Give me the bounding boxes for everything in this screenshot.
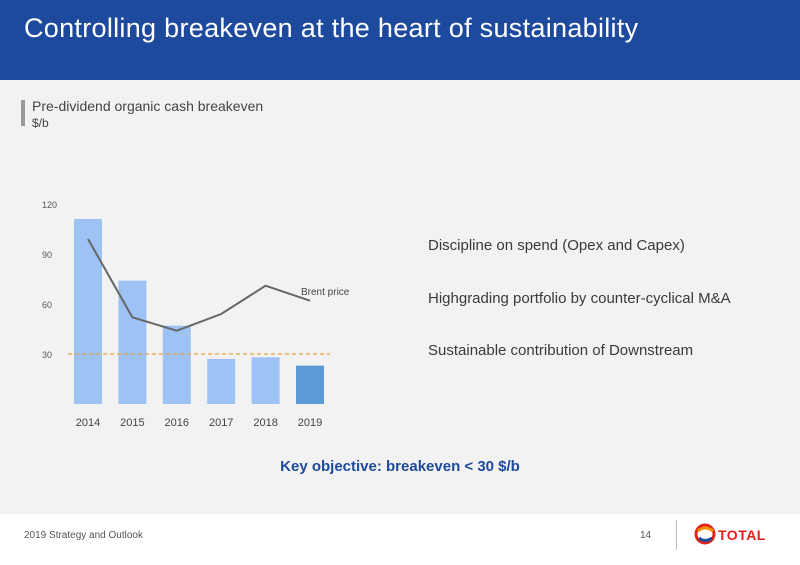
header-banner: Controlling breakeven at the heart of su… — [0, 0, 800, 80]
bullet-downstream-contribution: Sustainable contribution of Downstream — [428, 342, 694, 359]
bar-2018 — [251, 357, 280, 404]
y-tick-label: 90 — [42, 250, 52, 260]
bullet-spend-discipline: Discipline on spend (Opex and Capex) — [428, 237, 685, 254]
series-line-brent-price — [87, 238, 311, 332]
bar-2017 — [207, 359, 236, 404]
bar-2016 — [162, 325, 191, 404]
y-tick-label: 60 — [42, 300, 52, 310]
footer-divider — [676, 520, 677, 550]
x-tick-label: 2019 — [298, 417, 322, 429]
x-tick-label: 2014 — [76, 417, 100, 429]
logo-text: TOTAL — [718, 527, 766, 543]
chart-unit: $/b — [32, 116, 49, 130]
total-logo-icon — [694, 523, 716, 545]
bar-2019 — [296, 365, 324, 404]
x-tick-label: 2017 — [209, 417, 233, 429]
x-tick-label: 2015 — [120, 417, 144, 429]
page-number: 14 — [640, 530, 652, 541]
chart-title: Pre-dividend organic cash breakeven — [32, 98, 264, 114]
y-tick-label: 30 — [42, 350, 52, 360]
series-label-brent-price: Brent price — [301, 287, 350, 298]
slide-title: Controlling breakeven at the heart of su… — [24, 13, 639, 43]
bar-2014 — [74, 219, 102, 404]
key-objective: Key objective: breakeven < 30 $/b — [280, 458, 520, 475]
title-accent-bar — [21, 100, 25, 126]
footer-text: 2019 Strategy and Outlook — [24, 530, 143, 541]
bullet-portfolio-highgrading: Highgrading portfolio by counter-cyclica… — [428, 290, 731, 307]
x-tick-label: 2018 — [253, 417, 277, 429]
x-tick-label: 2016 — [165, 417, 189, 429]
y-tick-label: 120 — [42, 200, 57, 210]
